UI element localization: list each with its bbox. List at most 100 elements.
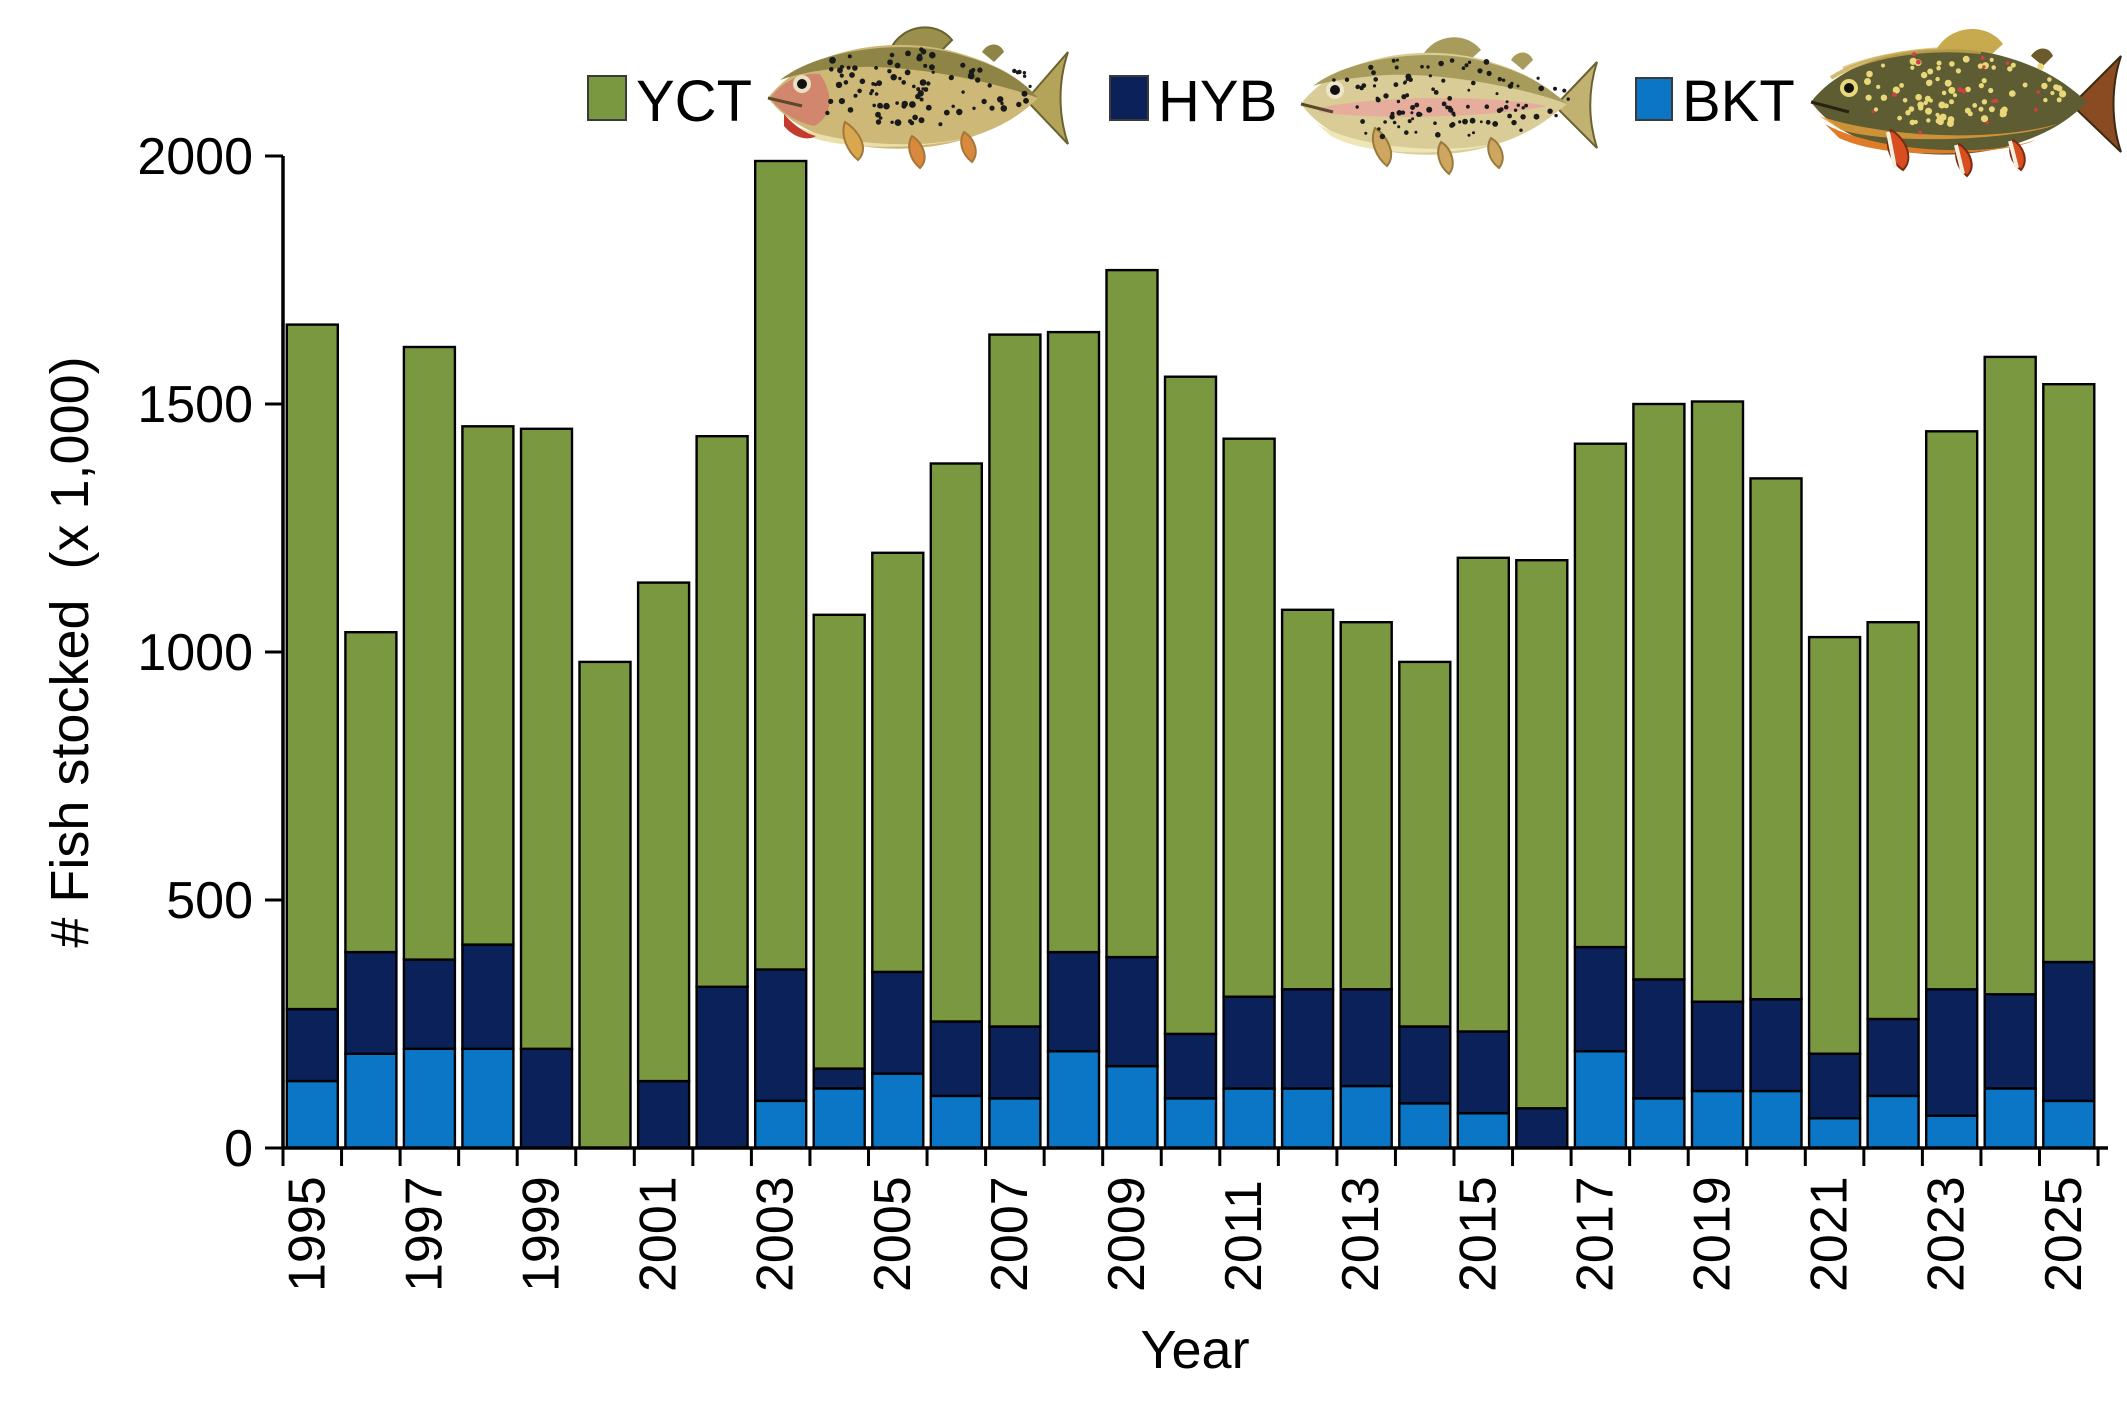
bar-segment-2025-BKT — [2042, 1099, 2096, 1150]
bar-segment-1999-YCT — [519, 427, 574, 1050]
bar-segment-2004-BKT — [812, 1087, 866, 1150]
bar-segment-2011-HYB — [1222, 995, 1276, 1090]
bar-segment-2007-HYB — [988, 1025, 1042, 1100]
bar-segment-1995-YCT — [285, 323, 339, 1011]
bar-segment-2012-YCT — [1280, 608, 1335, 991]
bar-segment-2006-YCT — [929, 462, 983, 1023]
bar-segment-2025-HYB — [2042, 960, 2096, 1103]
bar-segment-2010-HYB — [1163, 1032, 1218, 1100]
bar-segment-2009-HYB — [1105, 955, 1159, 1068]
y-tick-label-2000: 2000 — [137, 128, 253, 186]
bar-segment-2019-YCT — [1690, 400, 1745, 1003]
bar-segment-2017-BKT — [1573, 1050, 1628, 1150]
bar-segment-2003-BKT — [754, 1099, 808, 1150]
bar-segment-2019-HYB — [1690, 1000, 1745, 1093]
bar-segment-2020-YCT — [1749, 477, 1803, 1001]
bar-segment-2010-YCT — [1163, 375, 1218, 1036]
legend-label-bkt: BKT — [1682, 69, 1795, 134]
x-tick-label-1995: 1995 — [278, 1176, 336, 1292]
bar-segment-2014-HYB — [1398, 1025, 1452, 1105]
x-tick-label-2013: 2013 — [1332, 1176, 1390, 1292]
bar-segment-2009-YCT — [1105, 268, 1159, 959]
bar-segment-2011-BKT — [1222, 1087, 1276, 1150]
y-tick-label-1500: 1500 — [137, 376, 253, 434]
bar-segment-2003-HYB — [754, 968, 808, 1103]
bar-segment-2023-YCT — [1924, 430, 1979, 991]
bar-segment-2001-YCT — [636, 581, 691, 1083]
bar-segment-2004-YCT — [812, 613, 866, 1070]
bar-segment-2019-BKT — [1690, 1089, 1745, 1150]
bar-segment-1996-YCT — [344, 631, 398, 954]
bar-segment-1997-YCT — [402, 345, 457, 961]
bar-segment-2013-YCT — [1339, 621, 1393, 991]
bar-segment-2005-YCT — [871, 551, 925, 974]
bar-segment-2009-BKT — [1105, 1064, 1159, 1150]
bar-segment-2002-HYB — [695, 985, 749, 1150]
bar-segment-2024-BKT — [1983, 1087, 2037, 1150]
bar-segment-2023-BKT — [1924, 1114, 1979, 1150]
bar-segment-2006-BKT — [929, 1094, 983, 1150]
bar-segment-2014-BKT — [1398, 1102, 1452, 1150]
bar-segment-2013-BKT — [1339, 1084, 1393, 1150]
bar-segment-2015-BKT — [1456, 1112, 1511, 1150]
bar-segment-1995-BKT — [285, 1079, 339, 1150]
cutthroat-trout-icon — [767, 26, 1069, 170]
bar-segment-1998-BKT — [461, 1047, 515, 1150]
bar-segment-2001-HYB — [636, 1079, 691, 1150]
x-tick-label-2009: 2009 — [1098, 1176, 1156, 1292]
legend: YCT HYB BKT — [587, 26, 2122, 178]
legend-swatch-yct — [587, 75, 627, 121]
bar-segment-2014-YCT — [1398, 660, 1452, 1028]
brook-trout-icon — [1810, 29, 2122, 178]
bar-segment-1998-YCT — [461, 425, 515, 946]
bar-segment-2015-HYB — [1456, 1030, 1511, 1115]
bar-segment-2004-HYB — [812, 1067, 866, 1090]
x-tick-label-2015: 2015 — [1449, 1176, 1507, 1292]
axes: 0 500 1000 1500 2000 1995 1997 1999 2001 2003 200… — [40, 128, 2108, 1380]
bar-segment-2010-BKT — [1163, 1097, 1218, 1150]
bar-segment-2017-HYB — [1573, 945, 1628, 1053]
bar-segment-2022-HYB — [1866, 1017, 1920, 1098]
hybrid-trout-icon — [1300, 37, 1598, 176]
bar-segment-2020-BKT — [1749, 1089, 1803, 1150]
x-tick-label-2011: 2011 — [1215, 1180, 1273, 1292]
bar-segment-1997-HYB — [402, 958, 457, 1051]
bar-segment-2018-YCT — [1632, 402, 1686, 981]
bar-segment-2018-HYB — [1632, 978, 1686, 1100]
bar-segment-2012-HYB — [1280, 988, 1335, 1090]
yct-spots — [825, 47, 1032, 127]
bar-segment-2005-HYB — [871, 970, 925, 1075]
bar-segment-2021-YCT — [1807, 635, 1862, 1055]
bar-segment-2025-YCT — [2042, 383, 2096, 964]
bar-segment-1999-HYB — [519, 1047, 574, 1150]
x-tick-label-2001: 2001 — [630, 1176, 688, 1292]
bar-segment-2016-YCT — [1515, 559, 1569, 1110]
bar-segment-2022-YCT — [1866, 621, 1920, 1021]
bar-segment-2008-BKT — [1046, 1050, 1101, 1150]
bar-segment-2005-BKT — [871, 1072, 925, 1150]
bar-segment-2024-YCT — [1983, 355, 2037, 996]
bar-segment-2020-HYB — [1749, 998, 1803, 1093]
x-tick-label-2003: 2003 — [747, 1176, 805, 1292]
bkt-spots — [1864, 52, 2067, 135]
bar-segment-1995-HYB — [285, 1007, 339, 1083]
x-tick-label-2005: 2005 — [864, 1176, 922, 1292]
bar-segment-2021-BKT — [1807, 1116, 1862, 1150]
bar-segment-1997-BKT — [402, 1047, 457, 1150]
bar-segment-2012-BKT — [1280, 1087, 1335, 1150]
bar-segment-2002-YCT — [695, 435, 749, 988]
x-tick-label-2023: 2023 — [1918, 1176, 1976, 1292]
x-tick-label-2021: 2021 — [1801, 1176, 1859, 1292]
bar-segment-2008-HYB — [1046, 950, 1101, 1053]
y-tick-label-1000: 1000 — [137, 624, 253, 682]
x-tick-label-1999: 1999 — [513, 1176, 571, 1292]
bars — [285, 159, 2096, 1150]
bar-segment-2018-BKT — [1632, 1097, 1686, 1150]
bar-segment-1998-HYB — [461, 943, 515, 1050]
x-tick-label-2017: 2017 — [1566, 1176, 1624, 1292]
bar-segment-2016-HYB — [1515, 1107, 1569, 1150]
hyb-spots — [1332, 58, 1570, 140]
x-tick-label-2025: 2025 — [2035, 1176, 2093, 1292]
legend-swatch-hyb — [1109, 75, 1149, 121]
